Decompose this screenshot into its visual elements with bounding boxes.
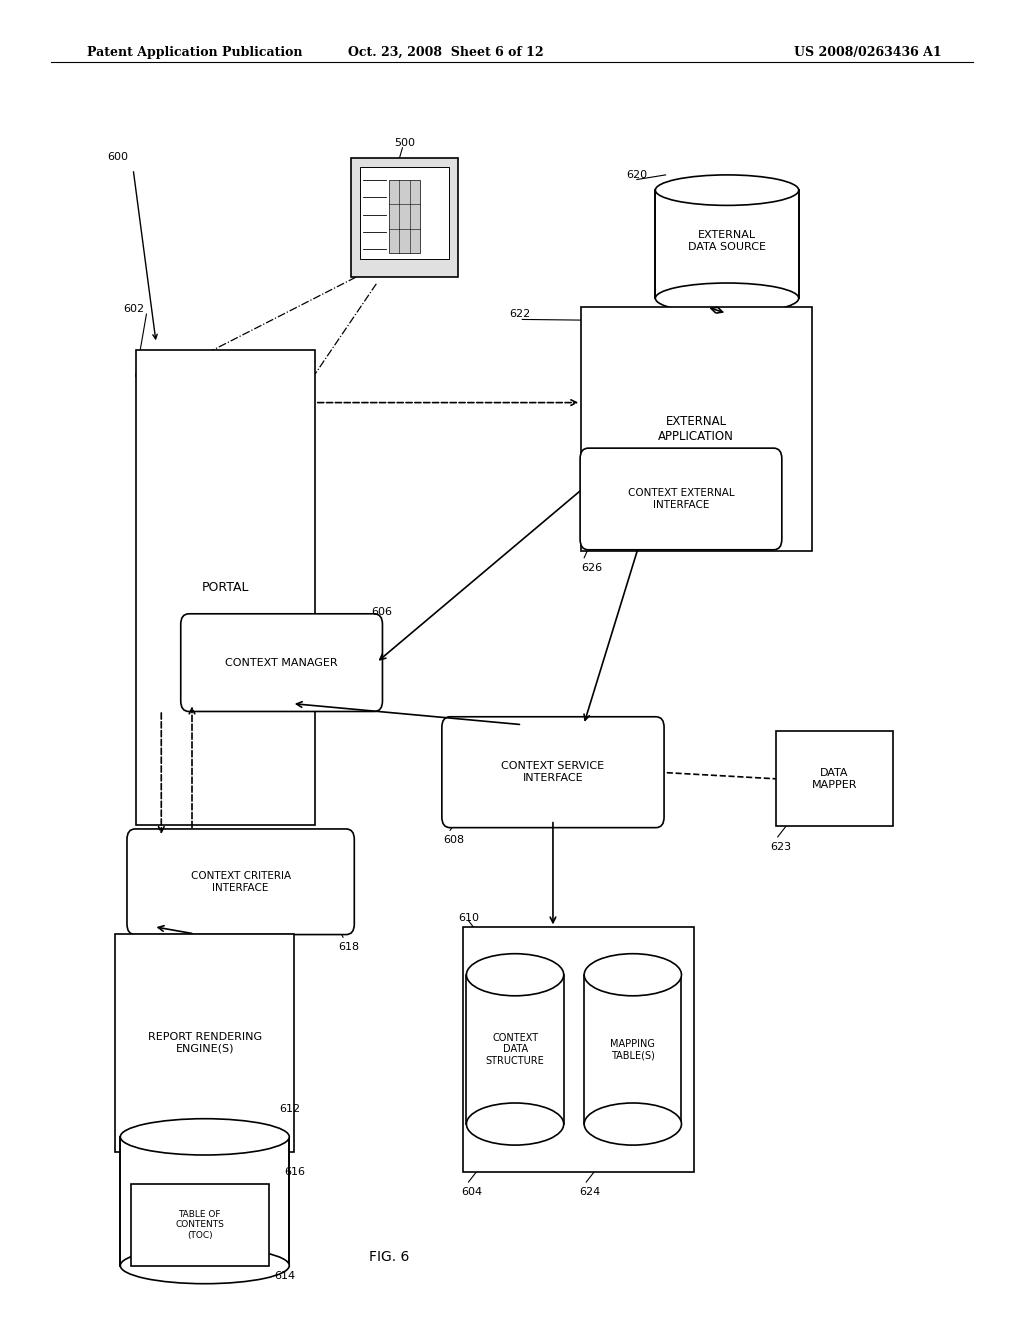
Text: 604: 604 bbox=[461, 1187, 482, 1197]
Text: CONTEXT EXTERNAL
INTERFACE: CONTEXT EXTERNAL INTERFACE bbox=[628, 488, 734, 510]
Text: FIG. 6: FIG. 6 bbox=[369, 1250, 410, 1263]
Text: CONTEXT MANAGER: CONTEXT MANAGER bbox=[225, 657, 338, 668]
Bar bbox=[463, 928, 694, 1172]
Bar bbox=[116, 935, 295, 1151]
Text: 600: 600 bbox=[108, 152, 129, 162]
Text: 623: 623 bbox=[770, 842, 792, 853]
FancyBboxPatch shape bbox=[127, 829, 354, 935]
Ellipse shape bbox=[467, 953, 563, 995]
Text: 500: 500 bbox=[394, 137, 416, 148]
Bar bbox=[360, 166, 449, 260]
Text: CONTEXT SERVICE
INTERFACE: CONTEXT SERVICE INTERFACE bbox=[502, 762, 604, 783]
Text: DATA
MAPPER: DATA MAPPER bbox=[812, 768, 857, 789]
Text: US 2008/0263436 A1: US 2008/0263436 A1 bbox=[795, 46, 942, 59]
Text: 612: 612 bbox=[279, 1104, 300, 1114]
Text: Patent Application Publication: Patent Application Publication bbox=[87, 46, 302, 59]
Text: 624: 624 bbox=[580, 1187, 600, 1197]
Text: Oct. 23, 2008  Sheet 6 of 12: Oct. 23, 2008 Sheet 6 of 12 bbox=[347, 46, 544, 59]
Text: CONTEXT CRITERIA
INTERFACE: CONTEXT CRITERIA INTERFACE bbox=[190, 871, 291, 892]
Ellipse shape bbox=[467, 1104, 563, 1144]
Ellipse shape bbox=[655, 282, 799, 314]
Text: 622: 622 bbox=[509, 309, 530, 319]
Text: 606: 606 bbox=[372, 607, 392, 618]
Ellipse shape bbox=[121, 1119, 290, 1155]
Text: 618: 618 bbox=[338, 942, 359, 953]
Text: 610: 610 bbox=[458, 912, 479, 923]
Text: EXTERNAL
DATA SOURCE: EXTERNAL DATA SOURCE bbox=[688, 231, 766, 252]
Text: CONTEXT
DATA
STRUCTURE: CONTEXT DATA STRUCTURE bbox=[485, 1032, 545, 1067]
Text: TABLE OF
CONTENTS
(TOC): TABLE OF CONTENTS (TOC) bbox=[175, 1210, 224, 1239]
Bar bbox=[131, 1184, 268, 1266]
Ellipse shape bbox=[584, 953, 682, 995]
Bar bbox=[655, 190, 799, 298]
FancyBboxPatch shape bbox=[442, 717, 665, 828]
Text: 616: 616 bbox=[284, 1167, 305, 1177]
Text: NATIVE
DATA SOURCE: NATIVE DATA SOURCE bbox=[166, 1187, 244, 1208]
Ellipse shape bbox=[121, 1247, 290, 1283]
Text: PORTAL: PORTAL bbox=[202, 581, 249, 594]
Text: 626: 626 bbox=[582, 562, 602, 573]
Bar bbox=[350, 158, 459, 277]
Text: 620: 620 bbox=[627, 169, 648, 180]
Text: EXTERNAL
APPLICATION: EXTERNAL APPLICATION bbox=[658, 414, 734, 444]
Text: 608: 608 bbox=[443, 836, 464, 846]
Bar bbox=[584, 974, 682, 1125]
Bar bbox=[135, 350, 315, 825]
Ellipse shape bbox=[655, 174, 799, 206]
Bar bbox=[389, 180, 420, 253]
Bar bbox=[121, 1137, 290, 1266]
FancyBboxPatch shape bbox=[181, 614, 383, 711]
FancyBboxPatch shape bbox=[580, 449, 782, 549]
Ellipse shape bbox=[584, 1104, 682, 1144]
Bar bbox=[582, 306, 811, 552]
Text: REPORT RENDERING
ENGINE(S): REPORT RENDERING ENGINE(S) bbox=[147, 1032, 262, 1053]
Text: 614: 614 bbox=[274, 1271, 295, 1282]
Text: MAPPING
TABLE(S): MAPPING TABLE(S) bbox=[610, 1039, 655, 1060]
Bar bbox=[776, 731, 893, 826]
Text: 602: 602 bbox=[123, 304, 144, 314]
Bar bbox=[467, 974, 563, 1125]
